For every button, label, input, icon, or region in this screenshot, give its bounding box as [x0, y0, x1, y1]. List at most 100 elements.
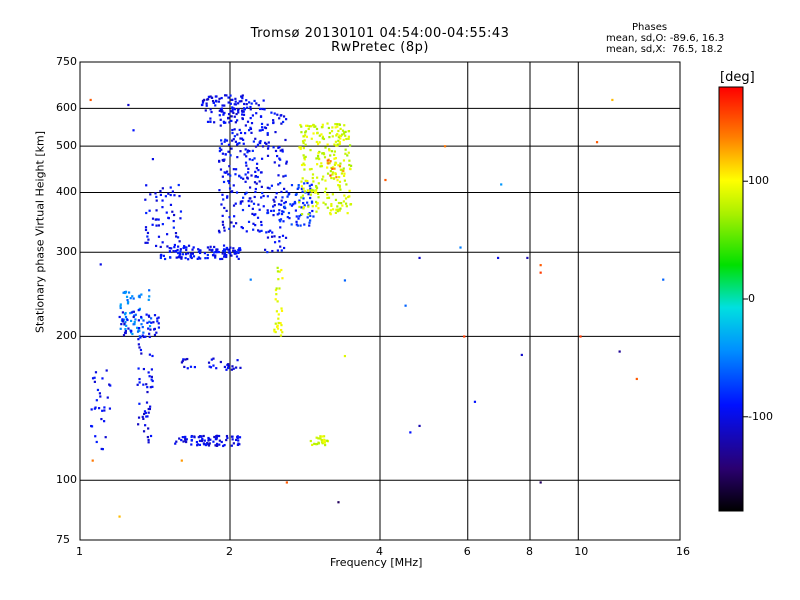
data-point: [279, 322, 282, 325]
data-point: [156, 320, 159, 323]
data-point: [344, 130, 347, 134]
data-point: [323, 156, 327, 159]
data-point: [103, 406, 106, 409]
data-point: [225, 209, 228, 212]
data-point: [239, 131, 243, 135]
data-point: [342, 169, 345, 173]
data-point: [330, 130, 334, 133]
data-point: [227, 173, 230, 176]
data-point: [223, 255, 226, 258]
y-tick-label: 750: [56, 55, 77, 68]
data-point: [246, 120, 250, 123]
data-point: [266, 209, 269, 212]
data-point: [303, 223, 306, 226]
data-point: [241, 97, 244, 100]
data-point: [101, 409, 104, 412]
data-point: [329, 170, 332, 173]
data-point: [147, 411, 150, 414]
data-point: [151, 217, 155, 220]
data-point: [233, 252, 236, 255]
data-point: [327, 126, 330, 130]
data-point: [328, 162, 331, 165]
data-point: [300, 180, 303, 183]
data-point: [281, 331, 284, 334]
data-point: [245, 230, 248, 233]
data-point: [259, 139, 262, 143]
data-point: [278, 240, 281, 243]
data-point: [295, 215, 298, 218]
data-point: [223, 253, 226, 257]
data-point: [93, 376, 96, 379]
data-point: [205, 104, 208, 107]
data-point: [138, 377, 141, 381]
data-point: [148, 335, 151, 339]
data-point: [174, 249, 178, 253]
data-point: [104, 436, 107, 439]
data-point: [123, 322, 126, 325]
data-point: [334, 211, 337, 215]
data-point: [329, 154, 332, 157]
data-point: [297, 186, 300, 189]
data-point: [149, 434, 153, 438]
data-point: [348, 167, 352, 170]
data-point: [277, 212, 281, 215]
data-point: [324, 203, 327, 206]
data-point: [204, 257, 207, 260]
data-point: [280, 309, 284, 312]
data-point: [235, 250, 238, 254]
data-point: [344, 134, 347, 137]
data-point: [229, 102, 232, 105]
data-point: [253, 195, 256, 199]
data-point: [94, 406, 97, 409]
data-point: [267, 230, 270, 233]
data-point: [260, 157, 264, 160]
x-tick-label: 2: [226, 545, 233, 558]
data-point: [157, 224, 160, 227]
data-point: [271, 249, 274, 253]
data-point: [144, 424, 147, 427]
data-point: [418, 424, 421, 428]
data-point: [258, 230, 261, 233]
data-point: [146, 231, 150, 235]
data-point: [118, 315, 121, 319]
data-point: [223, 104, 226, 107]
data-point: [231, 438, 234, 441]
data-point: [309, 219, 312, 222]
data-point: [180, 439, 183, 442]
data-point: [138, 381, 141, 384]
data-point: [223, 365, 227, 369]
data-point: [213, 245, 216, 249]
data-point: [342, 167, 345, 170]
data-point: [179, 248, 182, 251]
data-point: [281, 120, 285, 124]
data-point: [279, 181, 282, 185]
data-point: [126, 299, 129, 302]
data-point: [280, 307, 283, 310]
data-point: [174, 232, 178, 235]
data-point: [275, 293, 278, 296]
data-point: [223, 443, 226, 447]
data-point: [236, 133, 239, 136]
data-point: [251, 149, 254, 152]
data-point: [218, 439, 221, 442]
data-point: [246, 149, 250, 152]
data-point: [263, 108, 266, 111]
data-point: [177, 183, 180, 187]
data-point: [227, 179, 230, 183]
data-point: [210, 249, 213, 252]
data-point: [124, 290, 128, 293]
data-point: [232, 107, 235, 110]
data-point: [243, 132, 247, 135]
data-point: [282, 175, 285, 178]
data-point: [147, 327, 150, 330]
data-point: [169, 193, 172, 197]
data-point: [323, 441, 326, 444]
data-point: [285, 118, 288, 121]
data-point: [155, 195, 158, 198]
data-point: [280, 324, 283, 327]
data-point: [260, 171, 263, 174]
data-point: [314, 184, 318, 188]
data-point: [278, 164, 281, 167]
data-point: [217, 100, 221, 103]
data-point: [255, 102, 258, 105]
